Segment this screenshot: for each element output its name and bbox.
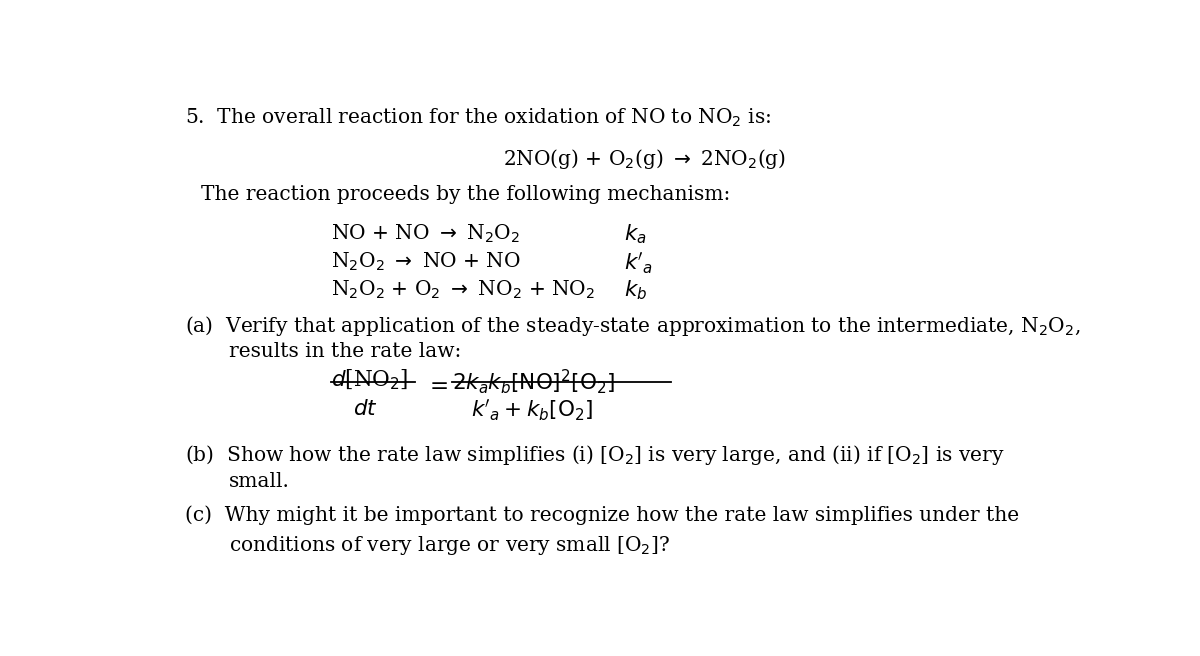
Text: $k'_a + k_b\mathrm{[O_2]}$: $k'_a + k_b\mathrm{[O_2]}$ (470, 398, 593, 423)
Text: 5.  The overall reaction for the oxidation of NO to NO$_2$ is:: 5. The overall reaction for the oxidatio… (185, 106, 772, 129)
Text: The reaction proceeds by the following mechanism:: The reaction proceeds by the following m… (202, 185, 731, 204)
Text: (b)  Show how the rate law simplifies (i) [O$_2$] is very large, and (ii) if [O$: (b) Show how the rate law simplifies (i)… (185, 443, 1006, 468)
Text: (a)  Verify that application of the steady-state approximation to the intermedia: (a) Verify that application of the stead… (185, 314, 1081, 338)
Text: $k_a$: $k_a$ (624, 222, 647, 246)
Text: $k_b$: $k_b$ (624, 278, 648, 302)
Text: results in the rate law:: results in the rate law: (229, 342, 462, 361)
Text: N$_2$O$_2$ $\rightarrow$ NO + NO: N$_2$O$_2$ $\rightarrow$ NO + NO (331, 251, 521, 273)
Text: N$_2$O$_2$ + O$_2$ $\rightarrow$ NO$_2$ + NO$_2$: N$_2$O$_2$ + O$_2$ $\rightarrow$ NO$_2$ … (331, 278, 595, 300)
Text: small.: small. (229, 472, 290, 491)
Text: (c)  Why might it be important to recognize how the rate law simplifies under th: (c) Why might it be important to recogni… (185, 506, 1020, 525)
Text: $dt$: $dt$ (353, 398, 378, 420)
Text: $2k_ak_b\mathrm{[NO]^2[O_2]}$: $2k_ak_b\mathrm{[NO]^2[O_2]}$ (452, 367, 616, 396)
Text: $=$: $=$ (425, 374, 449, 396)
Text: $d$[NO$_2$]: $d$[NO$_2$] (331, 367, 409, 392)
Text: NO + NO $\rightarrow$ N$_2$O$_2$: NO + NO $\rightarrow$ N$_2$O$_2$ (331, 222, 521, 245)
Text: conditions of very large or very small [O$_2$]?: conditions of very large or very small [… (229, 535, 670, 558)
Text: 2NO(g) + O$_2$(g) $\rightarrow$ 2NO$_2$(g): 2NO(g) + O$_2$(g) $\rightarrow$ 2NO$_2$(… (504, 147, 786, 171)
Text: $k'_a$: $k'_a$ (624, 251, 654, 276)
